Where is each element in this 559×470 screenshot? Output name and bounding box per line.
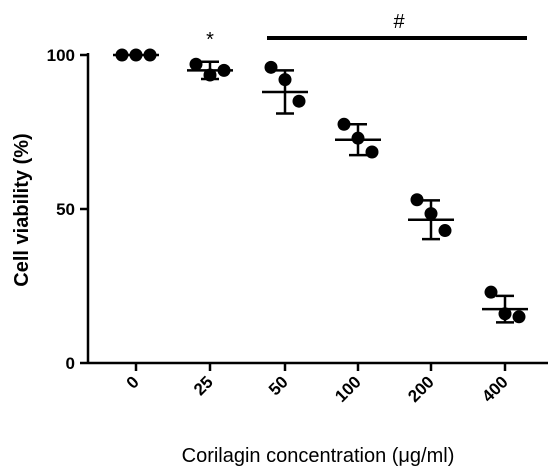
y-axis-title: Cell viability (%)	[11, 133, 33, 286]
data-group-100	[335, 117, 381, 159]
data-group-25	[187, 57, 233, 82]
x-tick-label: 0	[123, 372, 143, 392]
significance-star: *	[206, 29, 214, 51]
data-group-50	[262, 60, 308, 115]
data-point	[278, 73, 292, 87]
data-point	[337, 117, 351, 131]
data-point	[264, 60, 278, 74]
axes	[80, 53, 548, 371]
data-point	[438, 224, 452, 238]
x-tick-label: 100	[331, 372, 364, 405]
x-tick-label: 25	[190, 372, 217, 399]
data-point	[512, 310, 526, 324]
data-point	[129, 48, 143, 62]
y-tick-label: 50	[56, 200, 75, 219]
data-point	[143, 48, 157, 62]
data-point	[484, 285, 498, 299]
x-tick-label: 200	[404, 372, 437, 405]
data-point	[189, 57, 203, 71]
significance-hash: #	[393, 11, 405, 33]
data-point	[351, 131, 365, 145]
data-point	[292, 94, 306, 108]
data-group-200	[408, 193, 454, 241]
x-tick-label: 50	[265, 372, 292, 399]
marks	[113, 36, 528, 324]
y-tick-label: 0	[66, 354, 75, 373]
data-group-0	[113, 48, 159, 62]
x-tick-label: 400	[478, 372, 511, 405]
data-point	[424, 207, 438, 221]
data-point	[217, 63, 231, 77]
data-point	[203, 68, 217, 82]
data-point	[365, 145, 379, 159]
y-tick-label: 100	[47, 46, 75, 65]
data-point	[410, 193, 424, 207]
data-point	[498, 307, 512, 321]
data-group-400	[482, 285, 528, 324]
data-point	[115, 48, 129, 62]
x-axis-title: Corilagin concentration (μg/ml)	[182, 445, 455, 467]
